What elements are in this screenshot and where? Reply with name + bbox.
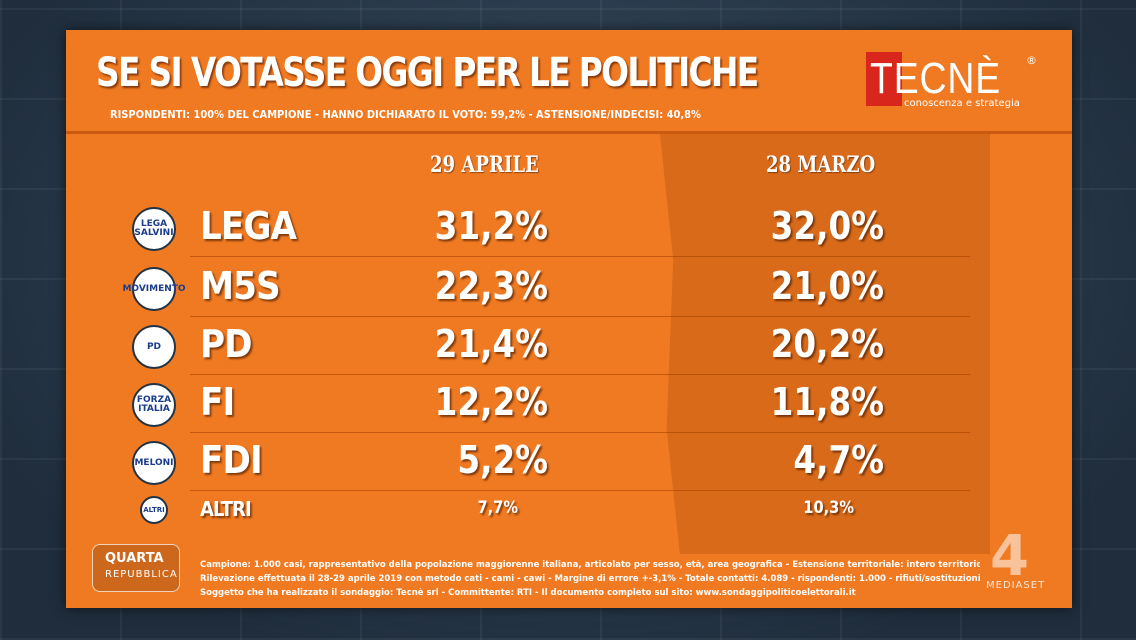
row-separator	[190, 374, 970, 375]
vote-share-april: 22,3%	[434, 264, 548, 308]
vote-share-march: 11,8%	[770, 380, 884, 424]
vote-share-march: 32,0%	[770, 204, 884, 248]
column-header-1: 28 MARZO	[766, 152, 876, 178]
row-separator	[190, 316, 970, 317]
vote-share-april: 12,2%	[434, 380, 548, 424]
party-logo-icon: MELONI	[132, 441, 176, 485]
tecne-logo: TECNÈ ® conoscenza e strategia	[866, 52, 1046, 114]
party-logo-icon: LEGA SALVINI	[132, 207, 176, 251]
party-name: FDI	[200, 438, 263, 482]
party-logo-icon: FORZA ITALIA	[132, 383, 176, 427]
row-separator	[190, 432, 970, 433]
vote-share-march: 10,3%	[803, 498, 854, 518]
header-divider	[66, 131, 1072, 134]
show-name: QUARTA	[105, 551, 164, 566]
channel-number: 4	[990, 524, 1029, 589]
poll-subtitle: RISPONDENTI: 100% DEL CAMPIONE - HANNO D…	[110, 108, 701, 121]
show-subname: REPUBBLICA	[105, 569, 178, 580]
march-column-panel	[660, 134, 990, 554]
row-separator	[190, 256, 970, 257]
vote-share-march: 4,7%	[793, 438, 884, 482]
vote-share-april: 21,4%	[434, 322, 548, 366]
vote-share-april: 5,2%	[457, 438, 548, 482]
channel-bug: 4 MEDIASET	[978, 524, 1058, 596]
network-name: MEDIASET	[986, 580, 1046, 591]
party-name: ALTRI	[200, 497, 252, 521]
party-name: M5S	[200, 264, 281, 308]
footer-note-1: Campione: 1.000 casi, rappresentativo de…	[200, 560, 980, 570]
footer-note-3: Soggetto che ha realizzato il sondaggio:…	[200, 588, 856, 598]
vote-share-april: 31,2%	[434, 204, 548, 248]
party-logo-icon: ALTRI	[140, 496, 168, 524]
party-logo-icon: MOVIMENTO	[122, 267, 186, 311]
party-name: FI	[200, 380, 235, 424]
party-logo-icon: PD	[132, 325, 176, 369]
footer-note-2: Rilevazione effettuata il 28-29 aprile 2…	[200, 574, 980, 584]
vote-share-march: 21,0%	[770, 264, 884, 308]
vote-share-march: 20,2%	[770, 322, 884, 366]
tecne-logo-name: TECNÈ	[870, 54, 1002, 103]
tecne-logo-mark	[866, 52, 902, 106]
party-name: PD	[200, 322, 253, 366]
vote-share-april: 7,7%	[477, 498, 518, 518]
page-title: SE SI VOTASSE OGGI PER LE POLITICHE	[96, 50, 759, 96]
show-logo: QUARTA REPUBBLICA	[92, 544, 180, 592]
party-name: LEGA	[200, 204, 297, 248]
row-separator	[190, 490, 970, 491]
tecne-tagline: conoscenza e strategia	[904, 98, 1020, 109]
registered-mark: ®	[1026, 54, 1037, 67]
column-header-0: 29 APRILE	[430, 152, 539, 178]
